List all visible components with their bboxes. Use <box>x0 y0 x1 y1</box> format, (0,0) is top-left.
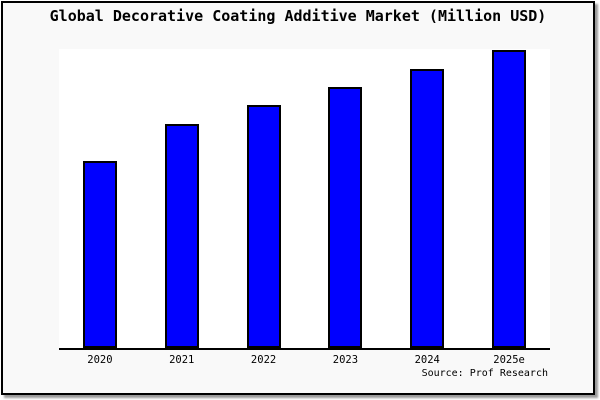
bar-2020 <box>82 160 117 348</box>
x-tick-2021: 2021 <box>169 354 195 366</box>
bar-slot-2022 <box>223 49 305 348</box>
bar-slot-2024 <box>386 49 468 348</box>
x-axis-labels: 2020 2021 2022 2023 2024 2025e <box>59 353 550 367</box>
bar-2025e <box>492 50 527 348</box>
x-tick-2020: 2020 <box>87 354 113 366</box>
source-credit: Source: Prof Research <box>421 368 548 379</box>
bar-slot-2021 <box>141 49 223 348</box>
bar-2023 <box>328 86 363 348</box>
chart-title: Global Decorative Coating Additive Marke… <box>49 7 547 25</box>
bar-2024 <box>410 69 445 348</box>
bar-2021 <box>164 124 199 348</box>
x-tick-2023: 2023 <box>332 354 359 366</box>
x-tick-2022: 2022 <box>250 354 277 366</box>
bar-slot-2025e <box>468 49 550 348</box>
x-tick-2025e: 2025e <box>493 354 525 366</box>
x-tick-2024: 2024 <box>414 354 440 366</box>
bar-slot-2020 <box>59 49 141 348</box>
bar-2022 <box>246 105 281 348</box>
bar-slot-2023 <box>304 49 386 348</box>
plot-area <box>59 49 550 350</box>
chart-card: Global Decorative Coating Additive Marke… <box>1 1 595 395</box>
